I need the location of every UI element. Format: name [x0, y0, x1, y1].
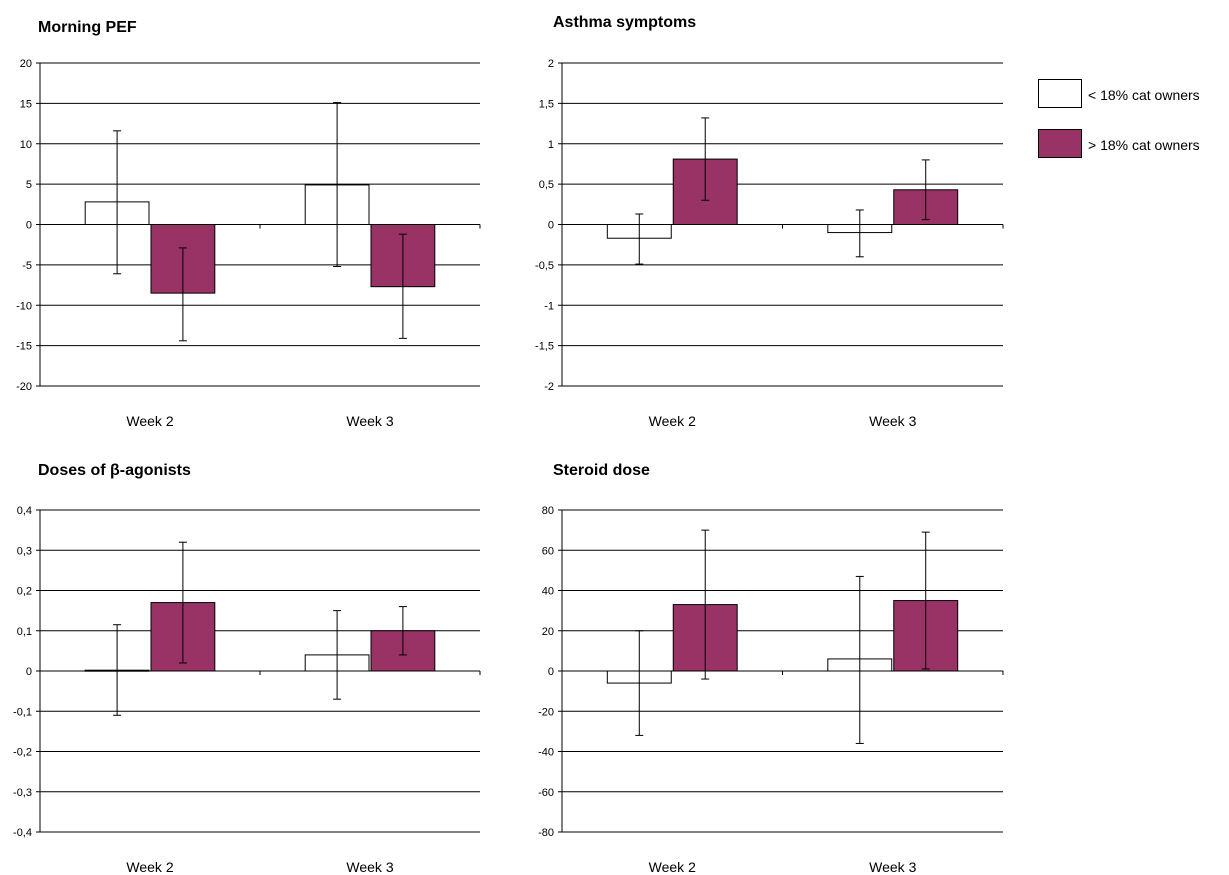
y-tick-label: 0,1: [17, 626, 32, 638]
legend-label-low-owners: < 18% cat owners: [1088, 87, 1200, 103]
legend-label-high-owners: > 18% cat owners: [1088, 137, 1200, 153]
x-category-label: Week 2: [649, 413, 696, 429]
y-tick-label: 20: [542, 626, 554, 638]
y-tick-label: -80: [538, 827, 554, 839]
chart-title: Steroid dose: [553, 462, 650, 479]
y-tick-label: 0: [548, 666, 554, 678]
y-tick-label: 15: [20, 98, 32, 110]
y-tick-label: -60: [538, 787, 554, 799]
y-tick-label: -40: [538, 747, 554, 759]
x-category-label: Week 3: [346, 859, 393, 875]
y-tick-label: 0: [26, 666, 32, 678]
y-tick-label: 0,3: [17, 545, 32, 557]
y-tick-label: -5: [22, 260, 32, 272]
y-tick-label: 0,5: [539, 179, 554, 191]
y-tick-label: -0,1: [13, 706, 32, 718]
x-category-label: Week 2: [126, 413, 173, 429]
y-tick-label: 60: [542, 545, 554, 557]
y-tick-label: 80: [542, 505, 554, 517]
y-tick-label: -0,2: [13, 747, 32, 759]
chart-title: Doses of β-agonists: [38, 462, 191, 479]
x-category-label: Week 2: [649, 859, 696, 875]
y-tick-label: 0: [548, 220, 554, 232]
y-tick-label: -1,5: [535, 341, 554, 353]
y-tick-label: 0,4: [17, 505, 32, 517]
y-tick-label: 0,2: [17, 586, 32, 598]
y-tick-label: 20: [20, 58, 32, 70]
y-tick-label: -0,5: [535, 260, 554, 272]
y-tick-label: -0,3: [13, 787, 32, 799]
y-tick-label: 10: [20, 139, 32, 151]
x-category-label: Week 3: [869, 859, 916, 875]
y-tick-label: -20: [16, 381, 32, 393]
y-tick-label: 2: [548, 58, 554, 70]
y-tick-label: 1: [548, 139, 554, 151]
y-tick-label: -10: [16, 300, 32, 312]
y-tick-label: 40: [542, 586, 554, 598]
y-tick-label: -0,4: [13, 827, 32, 839]
y-tick-label: 1,5: [539, 98, 554, 110]
y-tick-label: -2: [544, 381, 554, 393]
legend-swatch-low-owners: [1038, 79, 1082, 108]
x-category-label: Week 3: [346, 413, 393, 429]
x-category-label: Week 3: [869, 413, 916, 429]
y-tick-label: -1: [544, 300, 554, 312]
legend-swatch-high-owners: [1038, 129, 1082, 158]
chart-title: Morning PEF: [38, 19, 137, 36]
chart-title: Asthma symptoms: [553, 14, 696, 31]
y-tick-label: 5: [26, 179, 32, 191]
y-tick-label: 0: [26, 220, 32, 232]
y-tick-label: -15: [16, 341, 32, 353]
x-category-label: Week 2: [126, 859, 173, 875]
y-tick-label: -20: [538, 706, 554, 718]
